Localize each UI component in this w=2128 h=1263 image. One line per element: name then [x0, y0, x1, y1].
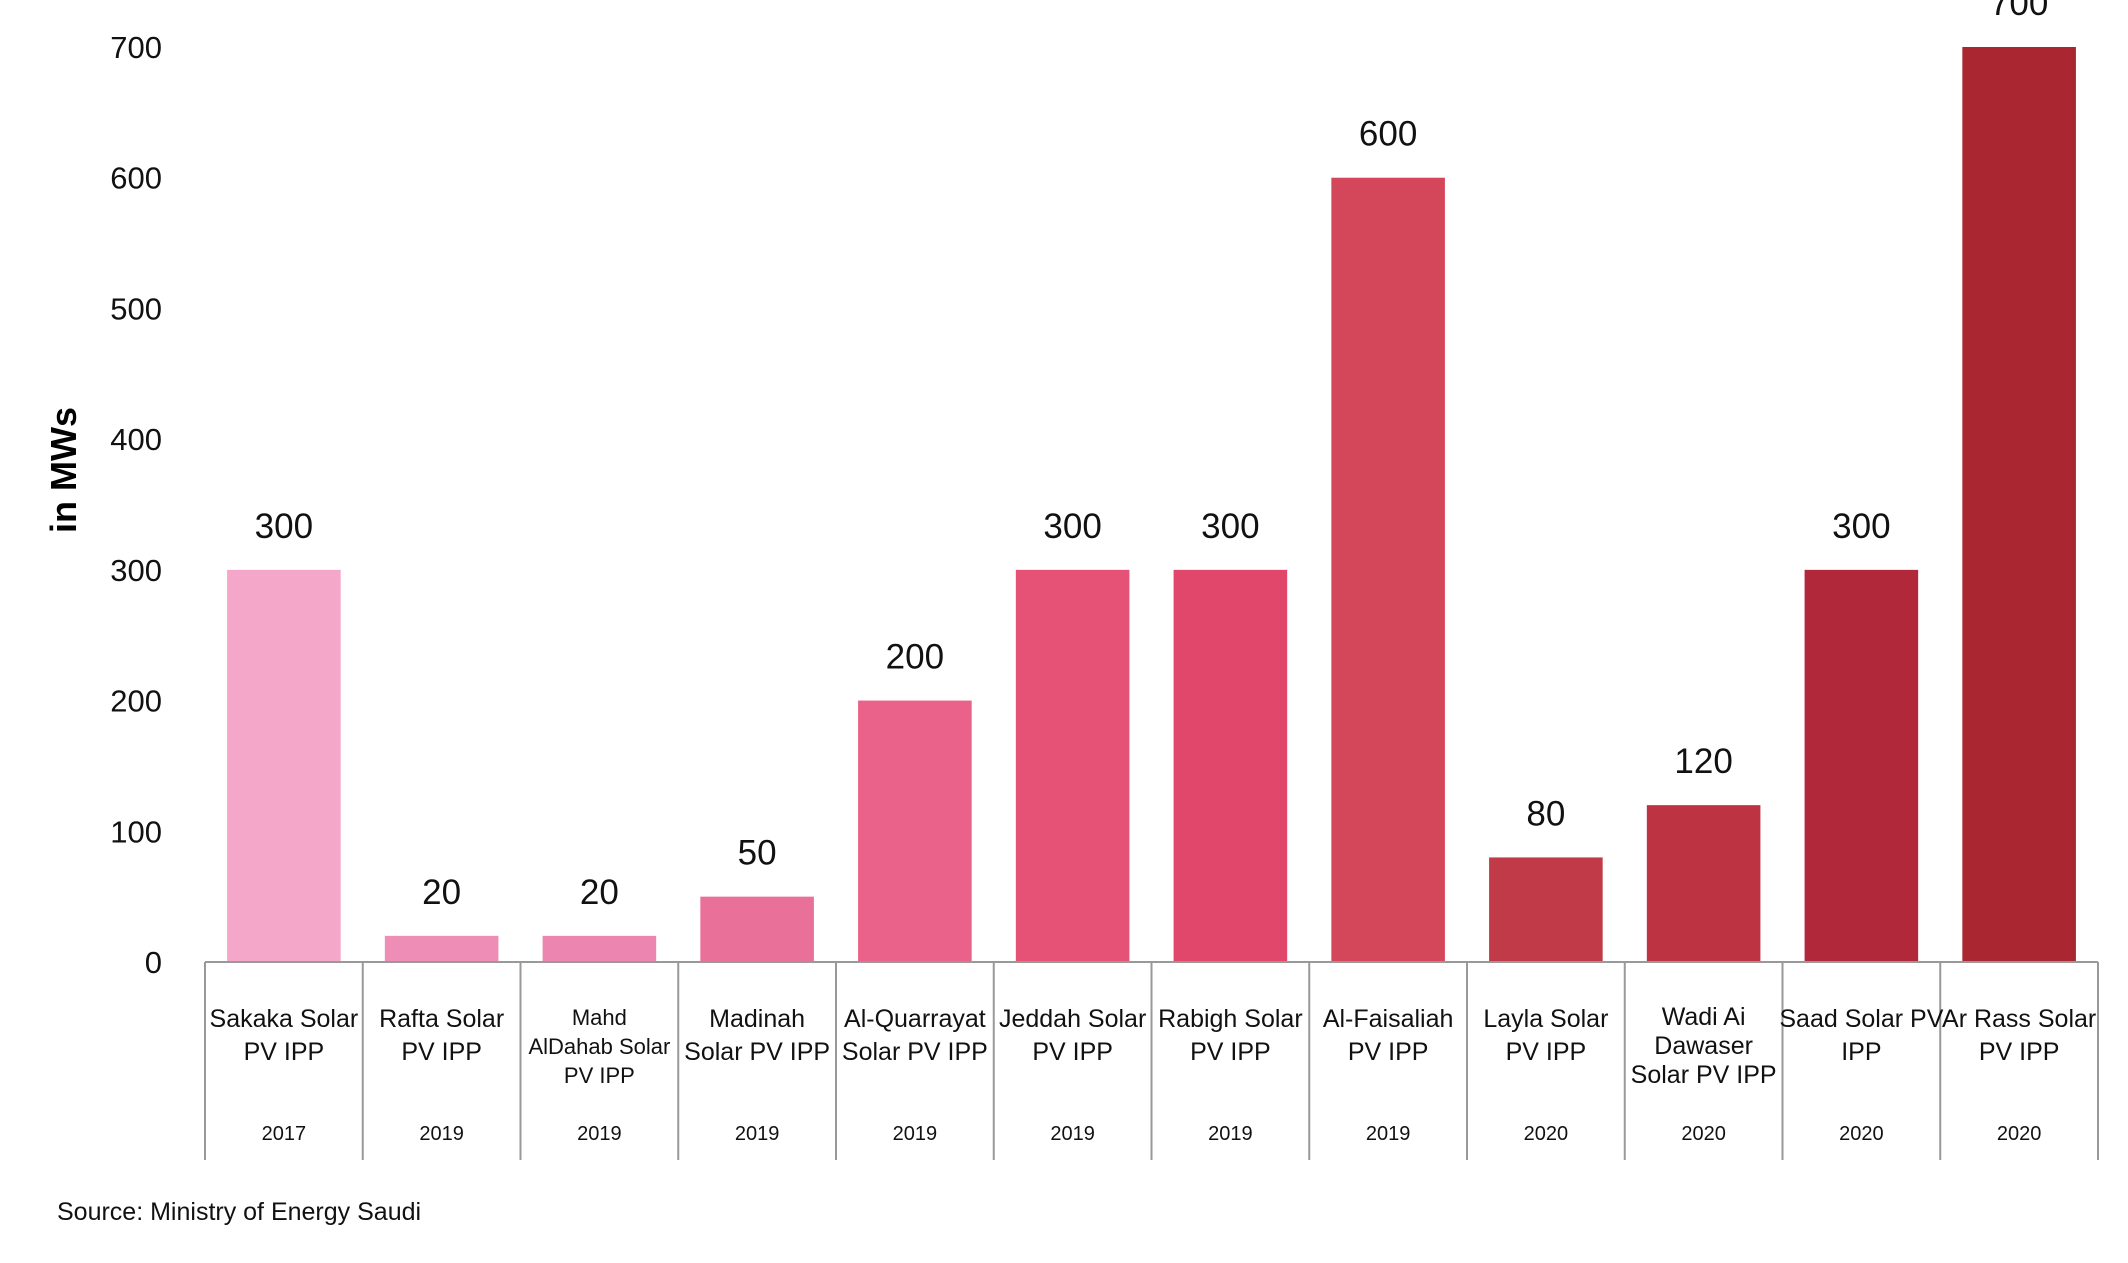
- x-category-label: PV IPP: [401, 1038, 482, 1066]
- x-axis-table: Sakaka Solar PV IPP 2017 Rafta Solar PV IPP 2…: [204, 961, 2099, 1160]
- x-category-label: Solar PV IPP: [842, 1038, 988, 1066]
- data-label: 20: [422, 873, 461, 912]
- data-label: 120: [1674, 742, 1732, 781]
- x-category-label: PV IPP: [1032, 1038, 1113, 1066]
- x-category-label: PV IPP: [1506, 1038, 1587, 1066]
- data-label: 300: [255, 507, 313, 546]
- bar: [858, 700, 972, 962]
- x-category-label: Ar Rass Solar: [1942, 1005, 2096, 1033]
- x-category-label: Mahd: [572, 1005, 627, 1030]
- bar: [1962, 47, 2076, 962]
- y-tick-label: 700: [110, 30, 162, 65]
- x-category-label: Wadi Ai: [1662, 1003, 1746, 1031]
- x-year-label: 2020: [1681, 1123, 1726, 1145]
- bars: [227, 47, 2076, 962]
- data-label: 50: [738, 834, 777, 873]
- x-category-label: PV IPP: [244, 1038, 325, 1066]
- bar: [1646, 805, 1761, 962]
- x-category-label: Rabigh Solar: [1158, 1005, 1303, 1033]
- x-year-label: 2020: [1839, 1123, 1884, 1145]
- source-note: Source: Ministry of Energy Saudi: [57, 1198, 422, 1226]
- bar: [700, 896, 814, 962]
- x-category-label: Dawaser: [1654, 1032, 1753, 1060]
- x-year-label: 2017: [262, 1123, 307, 1145]
- data-label: 300: [1043, 507, 1101, 546]
- x-year-label: 2020: [1997, 1123, 2042, 1145]
- x-category-label: Saad Solar PV: [1779, 1005, 1943, 1033]
- y-tick-label: 500: [110, 291, 162, 326]
- y-tick-label: 600: [110, 161, 162, 196]
- data-label: 300: [1201, 507, 1259, 546]
- data-label: 20: [580, 873, 619, 912]
- bar: [1489, 857, 1603, 962]
- bar: [1804, 569, 1919, 962]
- bar: [542, 935, 657, 962]
- y-tick-label: 300: [110, 553, 162, 588]
- x-year-label: 2020: [1524, 1123, 1569, 1145]
- x-category-label: Rafta Solar: [379, 1005, 504, 1033]
- x-year-label: 2019: [893, 1123, 938, 1145]
- y-axis: 0 100 200 300 400 500 600 700: [110, 30, 162, 980]
- bar: [1015, 569, 1130, 962]
- x-category-label: PV IPP: [564, 1063, 635, 1088]
- x-category-label: Al-Faisaliah: [1323, 1005, 1454, 1033]
- x-year-label: 2019: [1050, 1123, 1095, 1145]
- x-year-label: 2019: [419, 1123, 464, 1145]
- x-year-label: 2019: [1208, 1123, 1253, 1145]
- x-category-label: PV IPP: [1190, 1038, 1271, 1066]
- x-category-label: Layla Solar: [1483, 1005, 1608, 1033]
- data-label: 200: [886, 638, 944, 677]
- x-year-label: 2019: [1366, 1123, 1411, 1145]
- x-category-label: IPP: [1841, 1038, 1881, 1066]
- x-category-label: PV IPP: [1979, 1038, 2060, 1066]
- x-category-label: Solar PV IPP: [684, 1038, 830, 1066]
- x-category-label: PV IPP: [1348, 1038, 1429, 1066]
- y-tick-label: 400: [110, 422, 162, 457]
- bar: [384, 935, 499, 962]
- y-axis-label: in MWs: [43, 407, 84, 533]
- x-category-label: Al-Quarrayat: [844, 1005, 986, 1033]
- data-label: 600: [1359, 115, 1417, 154]
- x-year-label: 2019: [735, 1123, 780, 1145]
- x-year-label: 2019: [577, 1123, 622, 1145]
- y-tick-label: 0: [145, 945, 162, 980]
- data-labels: 300 20 20 50 200 300 300 600 80 120 300 700: [255, 0, 2049, 912]
- bar: [1173, 569, 1288, 962]
- x-category-label: Sakaka Solar: [210, 1005, 359, 1033]
- y-tick-label: 200: [110, 684, 162, 719]
- x-category-label: Solar PV IPP: [1631, 1061, 1777, 1089]
- bar: [1331, 177, 1445, 962]
- x-category-label: Madinah: [709, 1005, 805, 1033]
- x-category-label: Jeddah Solar: [999, 1005, 1146, 1033]
- bar: [227, 569, 341, 962]
- x-category-label: AlDahab Solar: [528, 1034, 670, 1059]
- data-label: 700: [1990, 0, 2048, 23]
- y-tick-label: 100: [110, 814, 162, 849]
- data-label: 80: [1526, 794, 1565, 833]
- data-label: 300: [1832, 507, 1890, 546]
